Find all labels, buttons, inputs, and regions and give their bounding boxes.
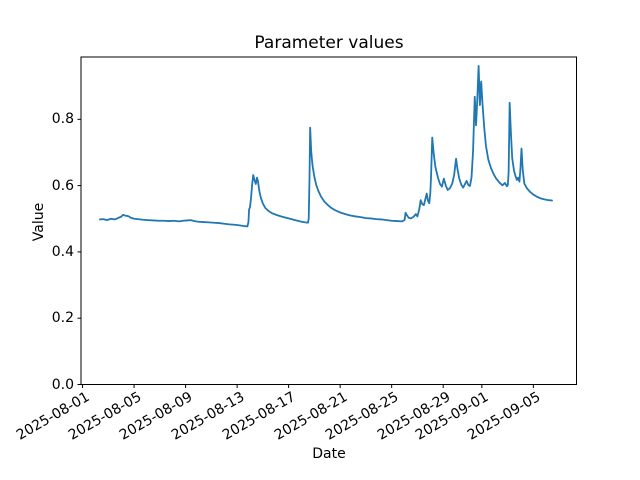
y-tick-label: 0.8 <box>51 111 74 128</box>
series-line-parameter-value <box>99 65 553 228</box>
y-tick-label: 0.0 <box>51 376 74 393</box>
chart-title: Parameter values <box>254 33 404 53</box>
axes-spines <box>80 56 577 385</box>
y-tick-label: 0.4 <box>51 243 74 260</box>
y-tick-label: 0.6 <box>51 177 74 194</box>
y-axis-label: Value <box>31 202 47 242</box>
x-axis-label: Date <box>312 446 346 462</box>
y-tick-label: 0.2 <box>51 310 74 327</box>
